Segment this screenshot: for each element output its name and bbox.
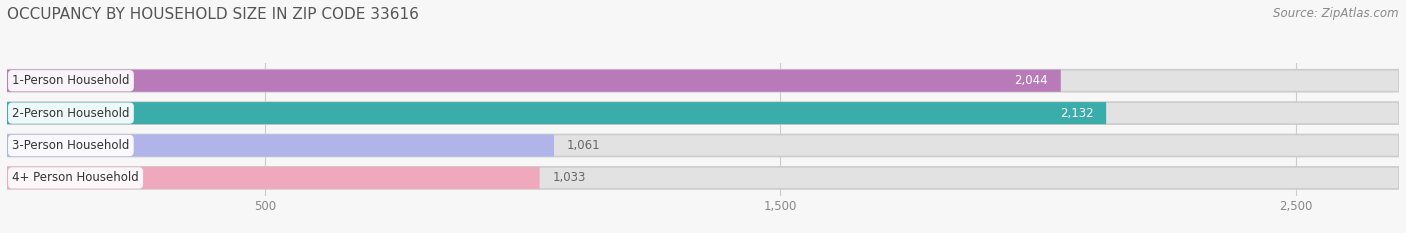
FancyBboxPatch shape bbox=[7, 134, 554, 157]
Text: 1-Person Household: 1-Person Household bbox=[13, 74, 129, 87]
Text: 2,044: 2,044 bbox=[1014, 74, 1047, 87]
FancyBboxPatch shape bbox=[7, 167, 1399, 189]
Text: 2,132: 2,132 bbox=[1060, 107, 1094, 120]
FancyBboxPatch shape bbox=[7, 70, 1399, 92]
Text: 2-Person Household: 2-Person Household bbox=[13, 107, 129, 120]
Text: 3-Person Household: 3-Person Household bbox=[13, 139, 129, 152]
Text: 1,061: 1,061 bbox=[567, 139, 600, 152]
FancyBboxPatch shape bbox=[7, 102, 1107, 124]
FancyBboxPatch shape bbox=[7, 102, 1399, 124]
Text: 4+ Person Household: 4+ Person Household bbox=[13, 171, 139, 184]
FancyBboxPatch shape bbox=[7, 70, 1060, 92]
Text: 1,033: 1,033 bbox=[553, 171, 586, 184]
Text: Source: ZipAtlas.com: Source: ZipAtlas.com bbox=[1274, 7, 1399, 20]
FancyBboxPatch shape bbox=[7, 167, 540, 189]
Text: OCCUPANCY BY HOUSEHOLD SIZE IN ZIP CODE 33616: OCCUPANCY BY HOUSEHOLD SIZE IN ZIP CODE … bbox=[7, 7, 419, 22]
FancyBboxPatch shape bbox=[7, 134, 1399, 157]
